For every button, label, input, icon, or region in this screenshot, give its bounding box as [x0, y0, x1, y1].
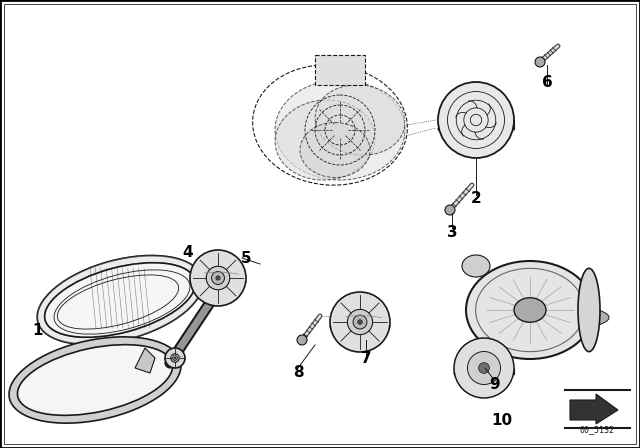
- Ellipse shape: [165, 358, 185, 362]
- Polygon shape: [135, 348, 155, 373]
- Circle shape: [479, 362, 490, 373]
- Text: 2: 2: [470, 190, 481, 206]
- Ellipse shape: [330, 320, 390, 334]
- Circle shape: [174, 357, 176, 359]
- Circle shape: [454, 338, 514, 398]
- Ellipse shape: [37, 255, 203, 345]
- Text: 3: 3: [447, 224, 458, 240]
- Circle shape: [445, 205, 455, 215]
- Text: 9: 9: [490, 376, 500, 392]
- Circle shape: [171, 354, 179, 362]
- Ellipse shape: [275, 80, 405, 180]
- Circle shape: [212, 271, 225, 284]
- Text: 7: 7: [361, 350, 371, 366]
- Ellipse shape: [190, 276, 246, 289]
- Circle shape: [206, 266, 230, 290]
- Circle shape: [330, 292, 390, 352]
- Circle shape: [173, 356, 177, 360]
- Circle shape: [535, 57, 545, 67]
- Circle shape: [467, 352, 500, 384]
- Ellipse shape: [481, 304, 609, 331]
- Ellipse shape: [45, 263, 195, 337]
- Circle shape: [353, 315, 367, 329]
- Ellipse shape: [466, 261, 594, 359]
- Ellipse shape: [438, 122, 514, 136]
- Ellipse shape: [275, 100, 375, 180]
- Ellipse shape: [315, 85, 405, 155]
- Ellipse shape: [514, 298, 546, 322]
- Ellipse shape: [17, 345, 173, 415]
- Circle shape: [216, 276, 220, 280]
- Circle shape: [297, 335, 307, 345]
- Ellipse shape: [578, 268, 600, 352]
- Circle shape: [358, 320, 362, 324]
- Text: 00_5132: 00_5132: [579, 425, 614, 434]
- Circle shape: [438, 82, 514, 158]
- Circle shape: [165, 348, 185, 368]
- Text: 4: 4: [182, 245, 193, 259]
- Ellipse shape: [462, 255, 490, 277]
- Ellipse shape: [9, 337, 181, 423]
- Ellipse shape: [454, 368, 514, 379]
- Text: 1: 1: [33, 323, 44, 337]
- Text: 10: 10: [492, 413, 513, 427]
- Text: 5: 5: [241, 250, 252, 266]
- Ellipse shape: [45, 263, 195, 337]
- Ellipse shape: [300, 122, 370, 177]
- Circle shape: [190, 250, 246, 306]
- Text: 8: 8: [292, 365, 303, 379]
- Bar: [315, 55, 365, 85]
- Polygon shape: [570, 394, 618, 424]
- Text: 6: 6: [541, 74, 552, 90]
- Circle shape: [348, 310, 372, 335]
